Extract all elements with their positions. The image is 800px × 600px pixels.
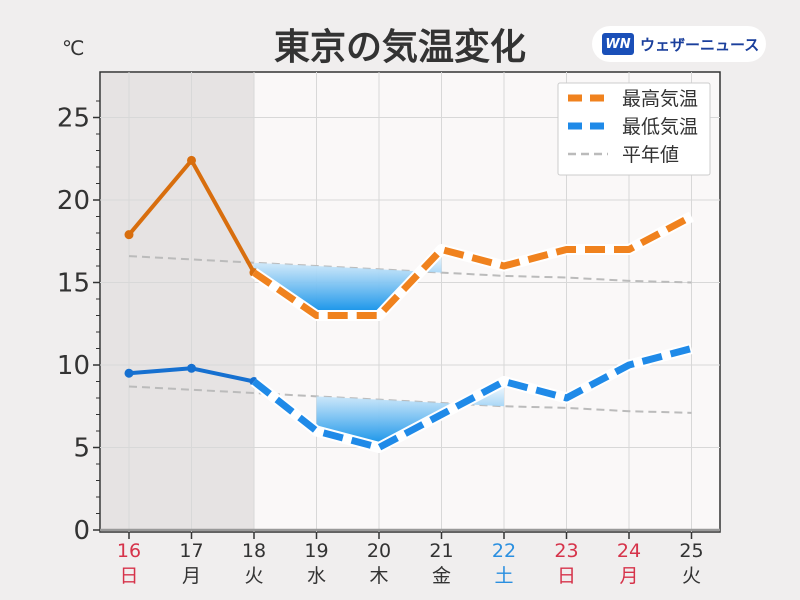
x-tick-day: 20 xyxy=(367,540,391,562)
legend-label-low: 最低気温 xyxy=(622,116,698,138)
legend-box xyxy=(557,82,711,176)
legend-label-high: 最高気温 xyxy=(622,88,698,110)
low-below-normal-area xyxy=(316,381,504,448)
x-tick-weekday: 火 xyxy=(682,565,701,587)
x-tick-weekday: 月 xyxy=(182,565,201,587)
x-tick-day: 19 xyxy=(304,540,328,562)
brand-logo: WN xyxy=(602,33,634,55)
chart-title: 東京の気温変化 xyxy=(273,27,526,68)
x-tick-day: 17 xyxy=(179,540,203,562)
low-temp-point xyxy=(124,368,134,378)
y-tick-label: 25 xyxy=(57,104,90,134)
x-tick-weekday: 土 xyxy=(494,565,513,587)
x-tick-weekday: 火 xyxy=(244,565,263,587)
normal-high-line xyxy=(128,255,692,284)
y-axis-unit: ℃ xyxy=(62,36,85,60)
x-tick-day: 21 xyxy=(429,540,453,562)
y-tick-label: 15 xyxy=(57,269,90,299)
x-tick-weekday: 月 xyxy=(619,565,638,587)
x-tick-weekday: 日 xyxy=(557,565,576,587)
legend-label-normal: 平年値 xyxy=(622,144,679,166)
y-tick-label: 0 xyxy=(73,516,90,546)
x-tick-day: 24 xyxy=(617,540,641,562)
x-tick-weekday: 木 xyxy=(369,565,388,587)
normal-low-line xyxy=(128,385,692,414)
x-tick-day: 16 xyxy=(117,540,141,562)
low-temp-point xyxy=(187,363,196,373)
y-tick-label: 20 xyxy=(57,186,90,216)
y-tick-label: 10 xyxy=(57,351,90,381)
low-temp-forecast-line xyxy=(251,345,693,451)
x-tick-day: 25 xyxy=(679,540,703,562)
x-tick-day: 18 xyxy=(242,540,266,562)
x-tick-weekday: 日 xyxy=(119,565,138,587)
y-tick-label: 5 xyxy=(73,434,90,464)
brand-name: ウェザーニュース xyxy=(640,35,760,54)
x-tick-weekday: 金 xyxy=(432,565,451,587)
high-temp-forecast-line xyxy=(252,213,694,319)
observed-period-shade xyxy=(101,73,254,531)
x-tick-day: 23 xyxy=(554,540,578,562)
x-tick-weekday: 水 xyxy=(307,565,326,587)
high-temp-point xyxy=(124,230,134,240)
x-tick-day: 22 xyxy=(492,540,516,562)
high-temp-point xyxy=(187,155,196,165)
brand-badge: WN ウェザーニュース xyxy=(592,26,766,62)
